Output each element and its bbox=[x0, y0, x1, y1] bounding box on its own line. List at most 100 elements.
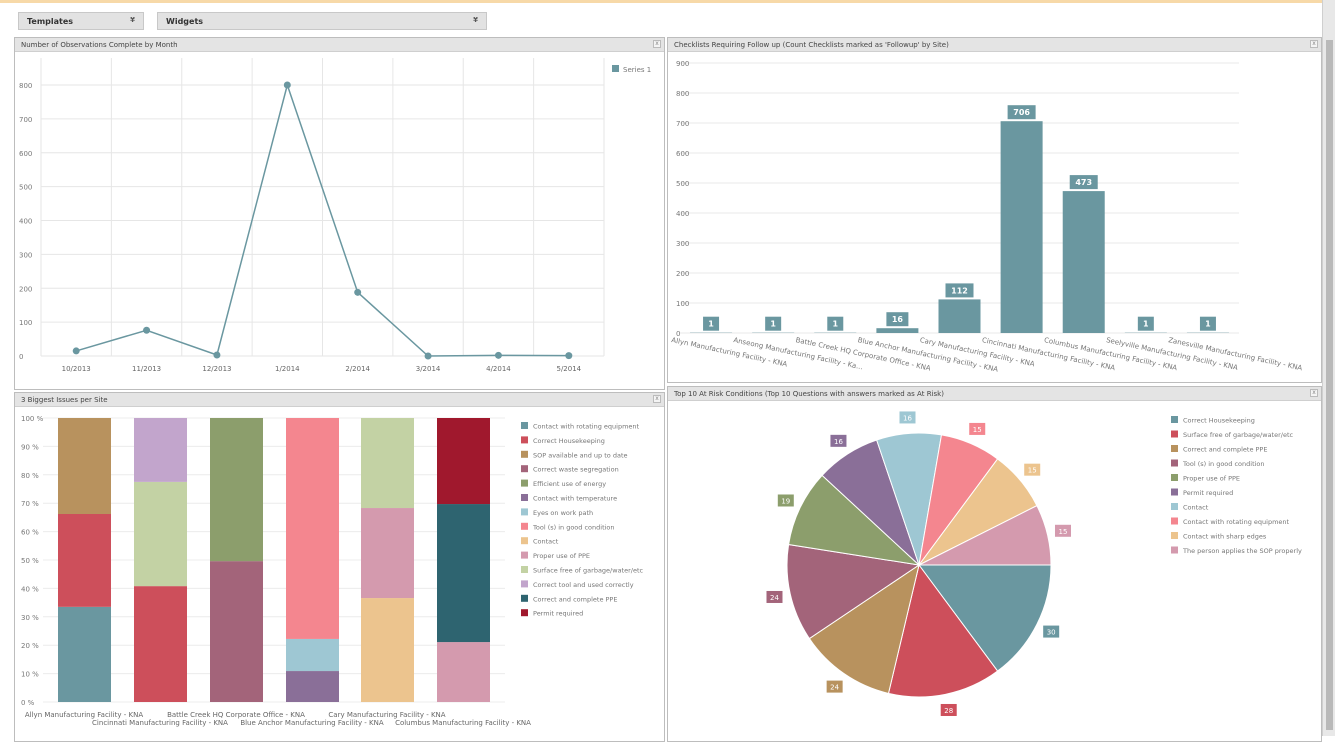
bar-segment bbox=[437, 642, 490, 702]
bar-segment bbox=[58, 514, 111, 607]
y-tick-label: 500 bbox=[19, 184, 32, 192]
legend-label: Eyes on work path bbox=[533, 509, 593, 517]
legend-label: Efficient use of energy bbox=[533, 480, 606, 488]
data-label: 16 bbox=[892, 315, 904, 324]
legend-swatch bbox=[1171, 547, 1178, 554]
widget-at-risk-conditions: Top 10 At Risk Conditions (Top 10 Questi… bbox=[667, 386, 1322, 742]
bar-segment bbox=[361, 418, 414, 508]
y-tick-label: 500 bbox=[676, 180, 689, 188]
x-tick-label: 1/2014 bbox=[275, 365, 300, 373]
bar-segment bbox=[210, 561, 263, 702]
legend-swatch bbox=[521, 494, 528, 501]
y-tick-label: 200 bbox=[19, 285, 32, 293]
bar-segment bbox=[58, 418, 111, 514]
y-tick-label: 0 % bbox=[21, 699, 35, 707]
legend-swatch bbox=[521, 595, 528, 602]
data-label: 30 bbox=[1047, 629, 1056, 637]
data-label: 112 bbox=[951, 286, 968, 295]
bar-segment bbox=[134, 482, 187, 586]
legend-swatch bbox=[1171, 445, 1178, 452]
data-point bbox=[143, 327, 150, 334]
legend-swatch bbox=[1171, 532, 1178, 539]
x-tick-label: Columbus Manufacturing Facility - KNA bbox=[395, 719, 531, 727]
bar-segment bbox=[134, 418, 187, 482]
y-tick-label: 100 bbox=[19, 319, 32, 327]
legend-swatch bbox=[521, 422, 528, 429]
y-tick-label: 80 % bbox=[21, 472, 39, 480]
x-tick-label: 12/2013 bbox=[202, 365, 231, 373]
legend-label: Contact with sharp edges bbox=[1183, 533, 1267, 541]
y-tick-label: 70 % bbox=[21, 500, 39, 508]
data-label: 16 bbox=[834, 438, 843, 446]
page-scrollbar[interactable] bbox=[1322, 0, 1335, 736]
legend-swatch bbox=[521, 580, 528, 587]
legend-swatch bbox=[612, 65, 619, 72]
templates-label: Templates bbox=[27, 17, 73, 26]
widgets-label: Widgets bbox=[166, 17, 203, 26]
data-label: 1 bbox=[770, 320, 776, 329]
data-point bbox=[565, 352, 572, 359]
data-label: 15 bbox=[973, 426, 982, 434]
legend-swatch bbox=[521, 523, 528, 530]
data-label: 24 bbox=[830, 684, 839, 692]
legend-label: Correct Housekeeping bbox=[533, 437, 605, 445]
data-point bbox=[284, 82, 291, 89]
x-tick-label: Allyn Manufacturing Facility - KNA bbox=[25, 711, 143, 719]
y-tick-label: 600 bbox=[676, 150, 689, 158]
legend-swatch bbox=[1171, 518, 1178, 525]
x-tick-label: 2/2014 bbox=[345, 365, 370, 373]
legend-swatch bbox=[1171, 431, 1178, 438]
top-accent-bar bbox=[0, 0, 1335, 3]
widget-observations-by-month: Number of Observations Complete by Month… bbox=[14, 37, 665, 390]
legend-swatch bbox=[1171, 489, 1178, 496]
legend-label: Tool (s) in good condition bbox=[532, 523, 615, 531]
legend-label: Series 1 bbox=[623, 66, 651, 74]
legend-swatch bbox=[1171, 503, 1178, 510]
legend-label: Proper use of PPE bbox=[533, 552, 590, 560]
y-tick-label: 100 % bbox=[21, 415, 44, 423]
y-tick-label: 40 % bbox=[21, 585, 39, 593]
y-tick-label: 90 % bbox=[21, 443, 39, 451]
scrollbar-thumb[interactable] bbox=[1326, 40, 1333, 730]
x-tick-label: Cary Manufacturing Facility - KNA bbox=[328, 711, 445, 719]
x-tick-label: 11/2013 bbox=[132, 365, 161, 373]
legend-label: Contact bbox=[1183, 504, 1209, 512]
bar-segment bbox=[437, 504, 490, 642]
legend-swatch bbox=[1171, 474, 1178, 481]
legend-label: Contact with rotating equipment bbox=[1183, 518, 1290, 526]
bar bbox=[1063, 191, 1105, 333]
bar-segment bbox=[361, 598, 414, 702]
data-point bbox=[425, 353, 432, 360]
widgets-dropdown[interactable]: Widgets¥ bbox=[157, 12, 487, 30]
legend-swatch bbox=[521, 451, 528, 458]
legend-swatch bbox=[1171, 416, 1178, 423]
y-tick-label: 800 bbox=[676, 90, 689, 98]
y-tick-label: 50 % bbox=[21, 557, 39, 565]
legend-label: Correct tool and used correctly bbox=[533, 581, 634, 589]
legend-label: Proper use of PPE bbox=[1183, 475, 1240, 483]
templates-dropdown[interactable]: Templates¥ bbox=[18, 12, 144, 30]
y-tick-label: 900 bbox=[676, 60, 689, 68]
legend-swatch bbox=[521, 480, 528, 487]
bar-segment bbox=[210, 418, 263, 561]
data-point bbox=[73, 347, 80, 354]
bar-segment bbox=[437, 418, 490, 504]
y-tick-label: 200 bbox=[676, 270, 689, 278]
data-label: 473 bbox=[1075, 178, 1092, 187]
y-tick-label: 10 % bbox=[21, 671, 39, 679]
legend-swatch bbox=[521, 552, 528, 559]
legend-label: Correct waste segregation bbox=[533, 466, 619, 474]
x-tick-label: 10/2013 bbox=[62, 365, 91, 373]
x-tick-label: 3/2014 bbox=[416, 365, 441, 373]
legend-label: Permit required bbox=[533, 610, 583, 618]
legend-swatch bbox=[521, 609, 528, 616]
x-tick-label: Cincinnati Manufacturing Facility - KNA bbox=[92, 719, 228, 727]
y-tick-label: 700 bbox=[676, 120, 689, 128]
y-tick-label: 30 % bbox=[21, 614, 39, 622]
data-label: 19 bbox=[781, 497, 790, 505]
data-point bbox=[495, 352, 502, 359]
data-label: 706 bbox=[1013, 108, 1030, 117]
